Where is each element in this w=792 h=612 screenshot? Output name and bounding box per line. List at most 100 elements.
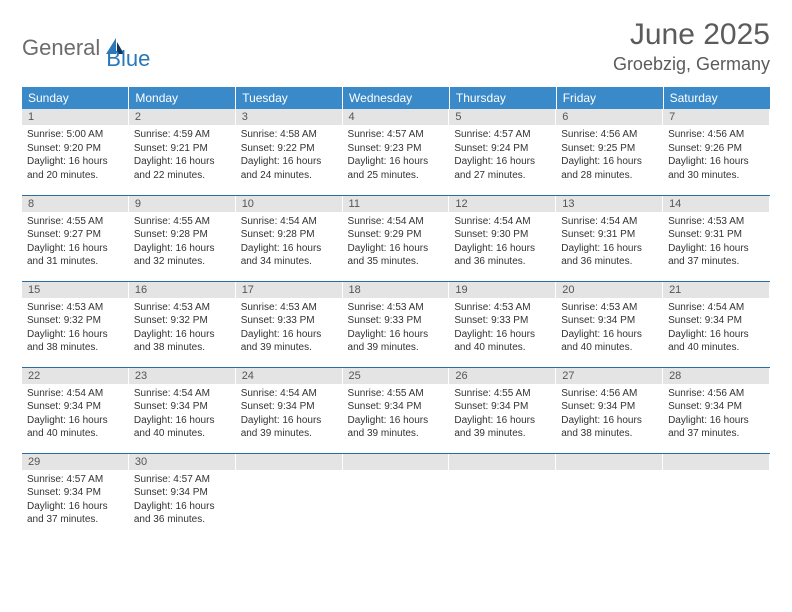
calendar-row: 29Sunrise: 4:57 AMSunset: 9:34 PMDayligh… — [22, 453, 770, 539]
day-content: Sunrise: 4:54 AMSunset: 9:34 PMDaylight:… — [129, 384, 236, 445]
logo: General Blue — [22, 24, 150, 72]
calendar-cell: 18Sunrise: 4:53 AMSunset: 9:33 PMDayligh… — [343, 281, 450, 367]
day-content: Sunrise: 4:57 AMSunset: 9:23 PMDaylight:… — [343, 125, 450, 186]
day-number: 12 — [449, 196, 556, 212]
day-number: 11 — [343, 196, 450, 212]
day-number: 9 — [129, 196, 236, 212]
day-content-empty — [556, 470, 663, 530]
logo-text-blue: Blue — [106, 46, 150, 72]
day-number: 26 — [449, 368, 556, 384]
calendar-cell: 26Sunrise: 4:55 AMSunset: 9:34 PMDayligh… — [449, 367, 556, 453]
calendar-table: Sunday Monday Tuesday Wednesday Thursday… — [22, 87, 770, 539]
location-label: Groebzig, Germany — [613, 54, 770, 75]
header: General Blue June 2025 Groebzig, Germany — [22, 18, 770, 75]
day-content: Sunrise: 4:55 AMSunset: 9:34 PMDaylight:… — [343, 384, 450, 445]
calendar-cell: 19Sunrise: 4:53 AMSunset: 9:33 PMDayligh… — [449, 281, 556, 367]
weekday-header: Wednesday — [343, 87, 450, 109]
day-number: 6 — [556, 109, 663, 125]
day-number: 7 — [663, 109, 770, 125]
title-block: June 2025 Groebzig, Germany — [613, 18, 770, 75]
calendar-cell: 10Sunrise: 4:54 AMSunset: 9:28 PMDayligh… — [236, 195, 343, 281]
day-number: 1 — [22, 109, 129, 125]
day-content: Sunrise: 4:57 AMSunset: 9:24 PMDaylight:… — [449, 125, 556, 186]
calendar-cell: 17Sunrise: 4:53 AMSunset: 9:33 PMDayligh… — [236, 281, 343, 367]
calendar-cell: 1Sunrise: 5:00 AMSunset: 9:20 PMDaylight… — [22, 109, 129, 195]
day-content: Sunrise: 4:54 AMSunset: 9:30 PMDaylight:… — [449, 212, 556, 273]
calendar-row: 15Sunrise: 4:53 AMSunset: 9:32 PMDayligh… — [22, 281, 770, 367]
weekday-header: Monday — [129, 87, 236, 109]
day-number: 15 — [22, 282, 129, 298]
day-content: Sunrise: 4:54 AMSunset: 9:29 PMDaylight:… — [343, 212, 450, 273]
calendar-cell: 8Sunrise: 4:55 AMSunset: 9:27 PMDaylight… — [22, 195, 129, 281]
day-number: 30 — [129, 454, 236, 470]
day-number: 13 — [556, 196, 663, 212]
calendar-cell-empty — [556, 453, 663, 539]
weekday-header: Friday — [556, 87, 663, 109]
calendar-cell: 9Sunrise: 4:55 AMSunset: 9:28 PMDaylight… — [129, 195, 236, 281]
day-number: 25 — [343, 368, 450, 384]
calendar-cell: 7Sunrise: 4:56 AMSunset: 9:26 PMDaylight… — [663, 109, 770, 195]
calendar-cell: 12Sunrise: 4:54 AMSunset: 9:30 PMDayligh… — [449, 195, 556, 281]
day-content: Sunrise: 5:00 AMSunset: 9:20 PMDaylight:… — [22, 125, 129, 186]
day-content-empty — [663, 470, 770, 530]
calendar-body: 1Sunrise: 5:00 AMSunset: 9:20 PMDaylight… — [22, 109, 770, 539]
day-number: 27 — [556, 368, 663, 384]
calendar-cell: 25Sunrise: 4:55 AMSunset: 9:34 PMDayligh… — [343, 367, 450, 453]
day-content: Sunrise: 4:54 AMSunset: 9:28 PMDaylight:… — [236, 212, 343, 273]
day-content: Sunrise: 4:53 AMSunset: 9:31 PMDaylight:… — [663, 212, 770, 273]
weekday-header: Saturday — [663, 87, 770, 109]
day-content: Sunrise: 4:53 AMSunset: 9:33 PMDaylight:… — [343, 298, 450, 359]
calendar-cell-empty — [236, 453, 343, 539]
day-content: Sunrise: 4:59 AMSunset: 9:21 PMDaylight:… — [129, 125, 236, 186]
day-number: 19 — [449, 282, 556, 298]
day-content: Sunrise: 4:58 AMSunset: 9:22 PMDaylight:… — [236, 125, 343, 186]
day-number: 4 — [343, 109, 450, 125]
calendar-cell: 22Sunrise: 4:54 AMSunset: 9:34 PMDayligh… — [22, 367, 129, 453]
day-number: 10 — [236, 196, 343, 212]
day-content: Sunrise: 4:56 AMSunset: 9:25 PMDaylight:… — [556, 125, 663, 186]
day-content-empty — [449, 470, 556, 530]
calendar-cell: 28Sunrise: 4:56 AMSunset: 9:34 PMDayligh… — [663, 367, 770, 453]
day-number: 3 — [236, 109, 343, 125]
day-content: Sunrise: 4:55 AMSunset: 9:34 PMDaylight:… — [449, 384, 556, 445]
calendar-cell: 24Sunrise: 4:54 AMSunset: 9:34 PMDayligh… — [236, 367, 343, 453]
calendar-cell: 14Sunrise: 4:53 AMSunset: 9:31 PMDayligh… — [663, 195, 770, 281]
calendar-row: 22Sunrise: 4:54 AMSunset: 9:34 PMDayligh… — [22, 367, 770, 453]
calendar-cell: 3Sunrise: 4:58 AMSunset: 9:22 PMDaylight… — [236, 109, 343, 195]
day-content: Sunrise: 4:56 AMSunset: 9:34 PMDaylight:… — [663, 384, 770, 445]
day-number: 28 — [663, 368, 770, 384]
day-number: 22 — [22, 368, 129, 384]
weekday-header: Tuesday — [236, 87, 343, 109]
calendar-cell: 23Sunrise: 4:54 AMSunset: 9:34 PMDayligh… — [129, 367, 236, 453]
day-content: Sunrise: 4:53 AMSunset: 9:32 PMDaylight:… — [129, 298, 236, 359]
day-number: 20 — [556, 282, 663, 298]
logo-text-general: General — [22, 35, 100, 61]
calendar-cell: 20Sunrise: 4:53 AMSunset: 9:34 PMDayligh… — [556, 281, 663, 367]
day-number: 29 — [22, 454, 129, 470]
day-content: Sunrise: 4:53 AMSunset: 9:34 PMDaylight:… — [556, 298, 663, 359]
calendar-cell-empty — [663, 453, 770, 539]
calendar-cell-empty — [343, 453, 450, 539]
day-content: Sunrise: 4:55 AMSunset: 9:27 PMDaylight:… — [22, 212, 129, 273]
calendar-cell: 2Sunrise: 4:59 AMSunset: 9:21 PMDaylight… — [129, 109, 236, 195]
day-number: 14 — [663, 196, 770, 212]
day-content: Sunrise: 4:53 AMSunset: 9:33 PMDaylight:… — [449, 298, 556, 359]
day-number: 23 — [129, 368, 236, 384]
weekday-header: Sunday — [22, 87, 129, 109]
day-number: 24 — [236, 368, 343, 384]
day-content: Sunrise: 4:57 AMSunset: 9:34 PMDaylight:… — [22, 470, 129, 531]
day-number-empty — [449, 454, 556, 470]
calendar-cell: 15Sunrise: 4:53 AMSunset: 9:32 PMDayligh… — [22, 281, 129, 367]
calendar-cell: 5Sunrise: 4:57 AMSunset: 9:24 PMDaylight… — [449, 109, 556, 195]
calendar-row: 8Sunrise: 4:55 AMSunset: 9:27 PMDaylight… — [22, 195, 770, 281]
calendar-row: 1Sunrise: 5:00 AMSunset: 9:20 PMDaylight… — [22, 109, 770, 195]
calendar-cell: 21Sunrise: 4:54 AMSunset: 9:34 PMDayligh… — [663, 281, 770, 367]
day-number-empty — [663, 454, 770, 470]
day-number-empty — [236, 454, 343, 470]
day-content: Sunrise: 4:54 AMSunset: 9:34 PMDaylight:… — [663, 298, 770, 359]
calendar-cell-empty — [449, 453, 556, 539]
day-content: Sunrise: 4:53 AMSunset: 9:33 PMDaylight:… — [236, 298, 343, 359]
day-content: Sunrise: 4:54 AMSunset: 9:31 PMDaylight:… — [556, 212, 663, 273]
calendar-cell: 27Sunrise: 4:56 AMSunset: 9:34 PMDayligh… — [556, 367, 663, 453]
day-content: Sunrise: 4:54 AMSunset: 9:34 PMDaylight:… — [22, 384, 129, 445]
